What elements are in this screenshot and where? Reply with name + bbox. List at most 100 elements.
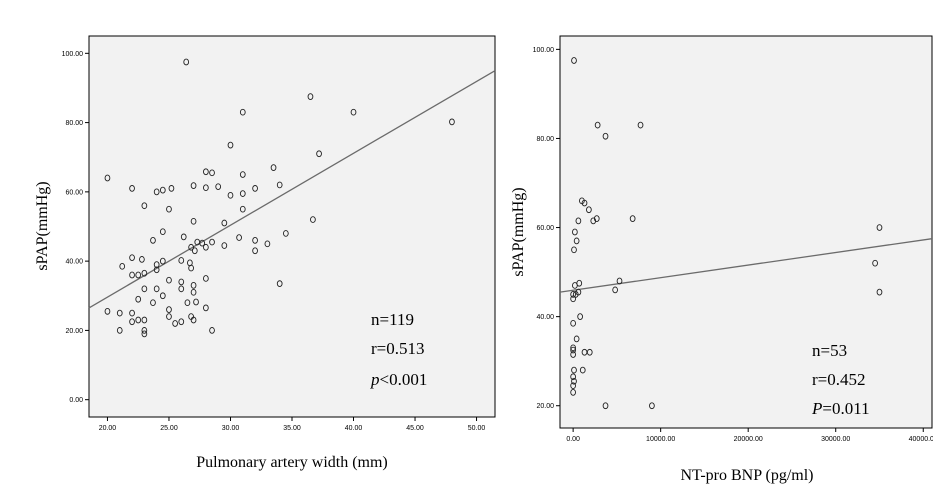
data-point	[570, 319, 576, 327]
data-point	[571, 366, 577, 374]
data-point	[586, 206, 592, 214]
data-point	[135, 271, 142, 279]
data-point	[264, 240, 271, 248]
data-point	[209, 327, 215, 334]
data-point	[876, 288, 883, 296]
data-point	[221, 219, 228, 227]
chart-right: 0.00 10000.00 20000.00 30000.00 40000.00 20.…	[510, 35, 933, 484]
data-point	[141, 316, 148, 324]
y-axis-title-right: sPAP(mmHg)	[510, 187, 527, 276]
y-tick-label: 80.00	[65, 120, 83, 127]
data-point	[236, 234, 242, 241]
y-tick-label: 0.00	[69, 397, 83, 404]
x-tick-label: 40000.00	[909, 436, 933, 443]
data-point	[227, 191, 234, 199]
data-point	[602, 132, 609, 140]
data-point	[150, 237, 156, 244]
y-axis-title-left: sPAP(mmHg)	[34, 181, 51, 270]
data-point	[135, 295, 142, 303]
data-point	[282, 230, 289, 237]
data-point	[141, 269, 148, 277]
data-point	[129, 309, 135, 317]
data-point	[178, 257, 185, 264]
data-point	[572, 228, 578, 236]
data-point	[188, 264, 194, 272]
data-point	[203, 168, 209, 176]
data-point	[153, 266, 160, 274]
data-point	[203, 184, 209, 192]
y-tick-label: 60.00	[65, 189, 83, 196]
data-point	[116, 327, 123, 334]
points-right	[570, 57, 883, 410]
data-point	[199, 239, 206, 247]
fit-line-left	[88, 70, 496, 309]
data-point	[129, 271, 135, 279]
data-point	[239, 190, 246, 197]
x-tick-label: 40.00	[345, 425, 363, 432]
data-point	[310, 216, 316, 223]
data-point	[180, 233, 187, 241]
data-point	[166, 276, 172, 284]
data-point	[270, 164, 277, 171]
data-point	[581, 199, 588, 207]
data-point	[276, 181, 283, 189]
stat-p-symbol-left: p	[370, 370, 380, 389]
data-point	[227, 141, 234, 149]
data-point	[573, 335, 580, 343]
data-point	[629, 215, 636, 222]
data-point	[153, 261, 160, 268]
data-point	[239, 205, 246, 213]
data-point	[135, 316, 142, 324]
y-tick-label: 100.00	[533, 47, 555, 54]
stat-p-symbol-right: P	[811, 399, 822, 418]
x-tick-label: 50.00	[468, 425, 486, 432]
stat-r-left: r=0.513	[371, 339, 425, 358]
data-point	[203, 243, 209, 251]
data-point	[190, 288, 197, 296]
data-point	[239, 108, 246, 116]
data-point	[166, 313, 172, 320]
data-point	[141, 327, 148, 334]
data-point	[209, 238, 215, 246]
data-point	[190, 182, 197, 189]
data-point	[129, 318, 135, 326]
data-point	[570, 389, 576, 396]
data-point	[593, 215, 600, 222]
data-point	[183, 58, 190, 66]
data-point	[159, 228, 166, 236]
data-point	[575, 288, 582, 296]
y-tick-label: 100.00	[62, 51, 84, 58]
data-point	[104, 174, 111, 182]
stat-n-right: n=53	[812, 341, 847, 360]
data-point	[159, 257, 166, 265]
data-point	[570, 373, 576, 381]
x-tick-label: 45.00	[406, 425, 424, 432]
y-tick-label: 60.00	[536, 225, 554, 232]
x-tick-label: 10000.00	[646, 436, 675, 443]
x-ticks-right: 0.00 10000.00 20000.00 30000.00 40000.00	[566, 428, 933, 443]
data-point	[191, 247, 198, 255]
data-point	[178, 318, 185, 326]
fit-line-right	[559, 238, 933, 293]
x-axis-title-right: NT-pro BNP (pg/ml)	[680, 467, 813, 484]
data-point	[178, 278, 185, 286]
data-point	[190, 316, 197, 324]
data-point	[150, 299, 156, 307]
x-tick-label: 20.00	[99, 425, 117, 432]
x-tick-label: 30000.00	[821, 436, 850, 443]
data-point	[616, 277, 623, 285]
x-tick-label: 25.00	[160, 425, 178, 432]
stat-r-right: r=0.452	[812, 370, 866, 389]
x-ticks-left: 20.00 25.00 30.00 35.00 40.00 45.00 50.00	[99, 417, 486, 432]
data-point	[141, 285, 148, 293]
y-tick-label: 80.00	[536, 136, 554, 143]
x-tick-label: 35.00	[283, 425, 301, 432]
data-point	[129, 185, 135, 192]
data-point	[570, 344, 576, 352]
data-point	[188, 243, 194, 251]
data-point	[239, 171, 246, 178]
data-point	[139, 256, 145, 263]
data-point	[570, 291, 576, 298]
data-point	[190, 282, 197, 289]
y-ticks-right: 20.00 40.00 60.00 80.00 100.00	[533, 47, 560, 410]
